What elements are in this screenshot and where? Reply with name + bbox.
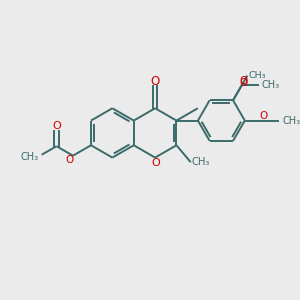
Text: CH₃: CH₃ [248, 71, 266, 80]
Text: O: O [152, 158, 161, 168]
Text: CH₃: CH₃ [191, 157, 209, 167]
Text: O: O [151, 75, 160, 88]
Text: CH₃: CH₃ [262, 80, 280, 91]
Text: CH₃: CH₃ [282, 116, 300, 126]
Text: O: O [65, 155, 73, 165]
Text: O: O [52, 121, 61, 131]
Text: O: O [239, 78, 247, 88]
Text: O: O [239, 76, 247, 86]
Text: O: O [260, 111, 268, 121]
Text: CH₃: CH₃ [20, 152, 38, 162]
